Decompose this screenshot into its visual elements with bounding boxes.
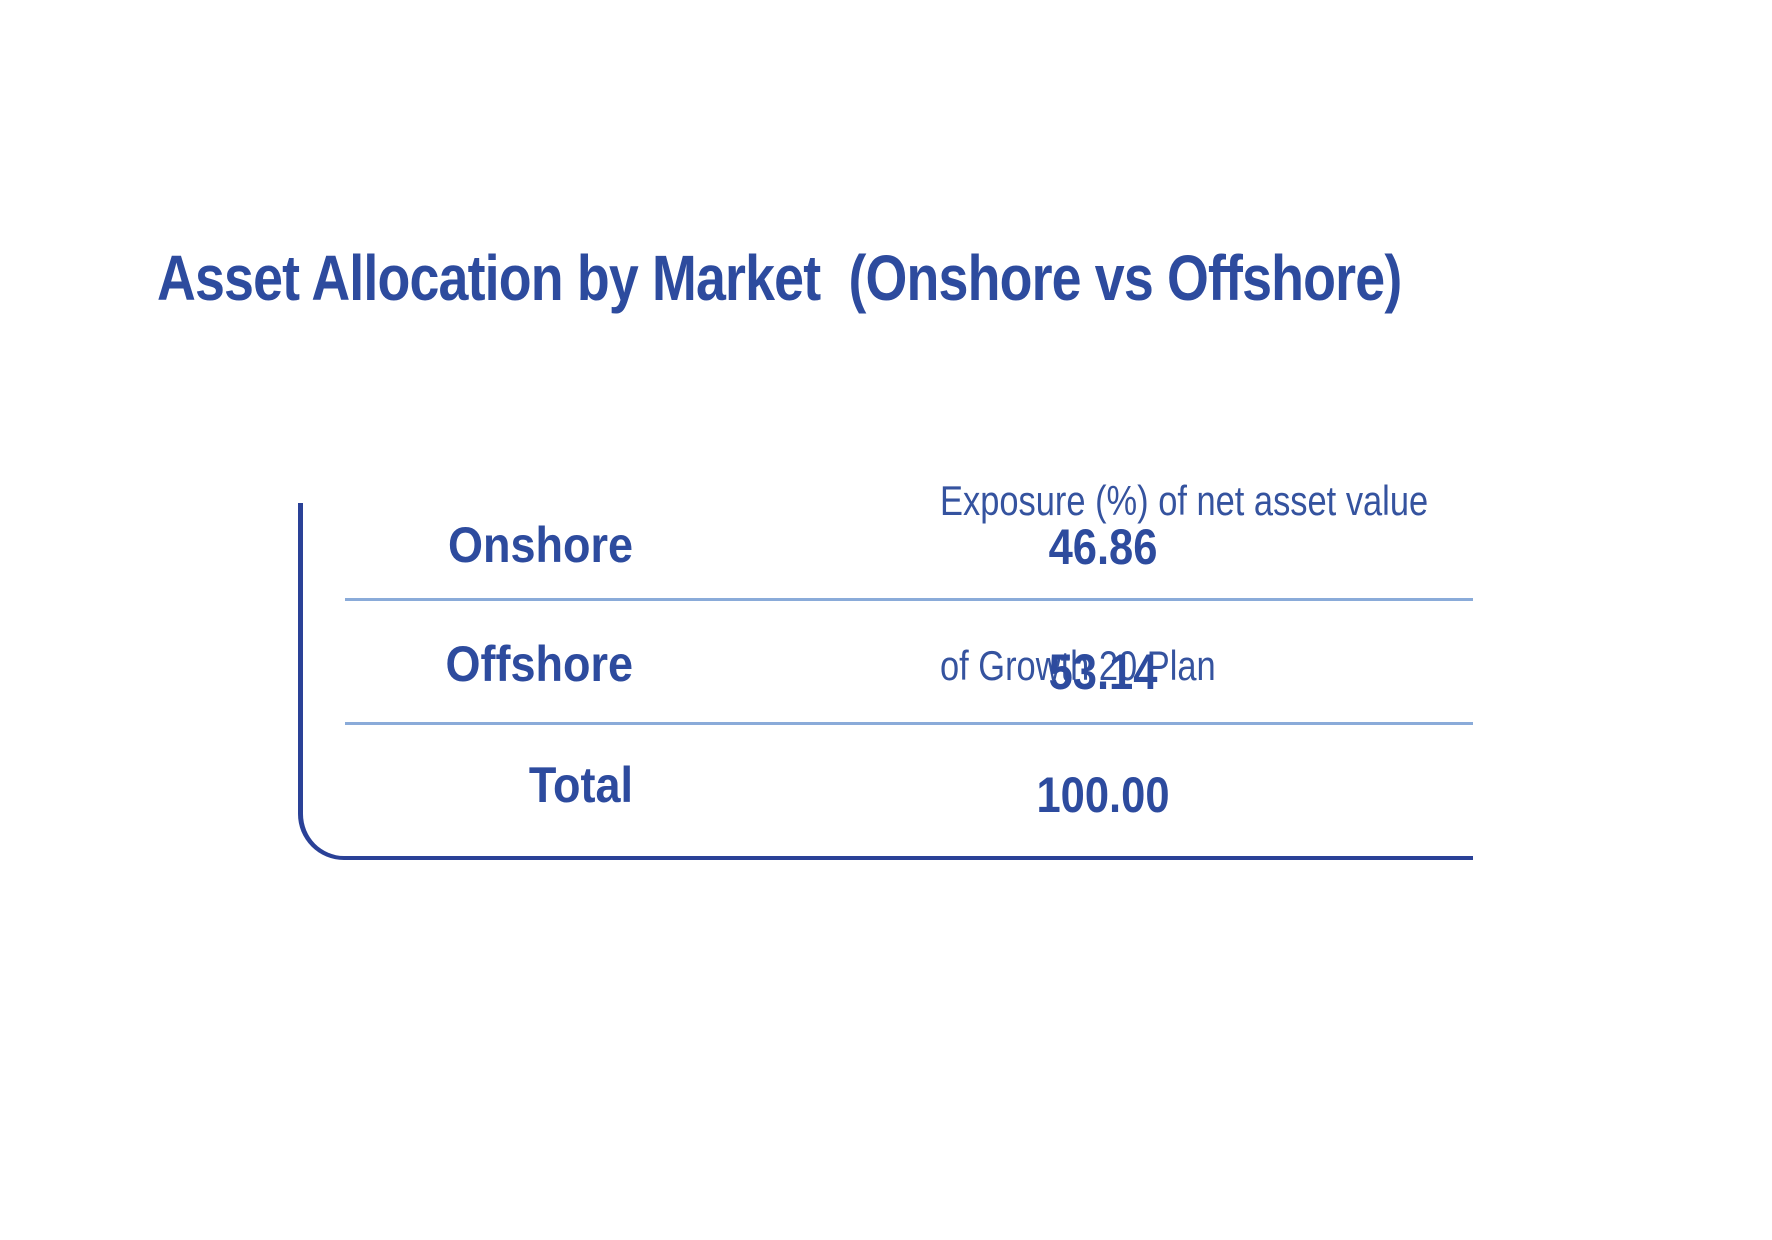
value-column-header-line1: Exposure (%) of net asset value bbox=[940, 477, 1429, 524]
row-label-onshore: Onshore bbox=[447, 517, 633, 573]
page-title: Asset Allocation by Market (Onshore vs O… bbox=[157, 242, 1402, 314]
value-column-header: Exposure (%) of net asset value of Growt… bbox=[940, 363, 1428, 803]
allocation-table: Onshore 46.86 Offshore 53.14 Total 100.0… bbox=[298, 503, 1473, 860]
row-divider bbox=[345, 598, 1473, 601]
value-column-header-line2: of Growth 20 Plan bbox=[940, 642, 1216, 689]
row-value-total: 100.00 bbox=[1036, 767, 1170, 823]
row-label-offshore: Offshore bbox=[445, 636, 633, 692]
row-value-onshore: 46.86 bbox=[1048, 519, 1158, 575]
row-value-offshore: 53.14 bbox=[1048, 644, 1158, 700]
row-divider bbox=[345, 722, 1473, 725]
row-label-total: Total bbox=[528, 757, 633, 813]
